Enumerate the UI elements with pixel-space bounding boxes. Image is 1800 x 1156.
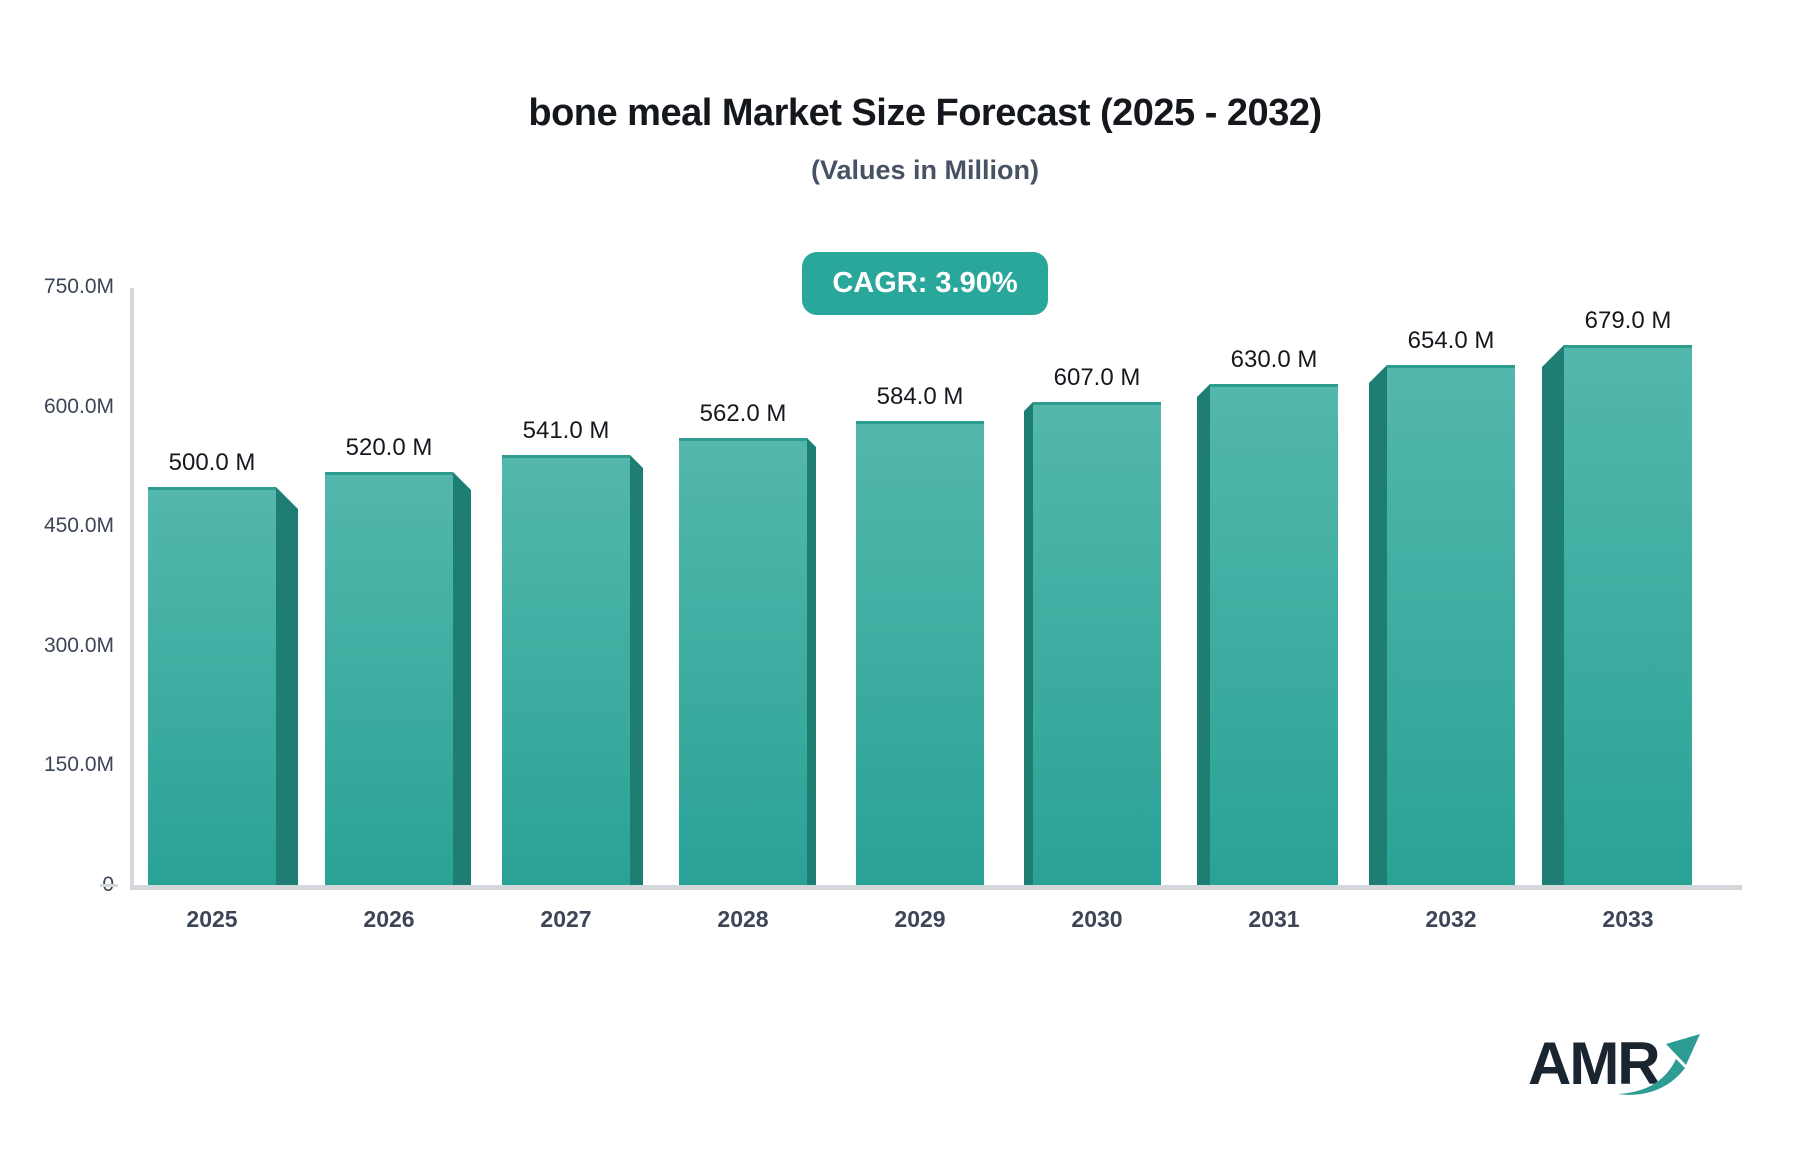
x-axis-label: 2031: [1248, 906, 1300, 932]
bar-value-label: 562.0 M: [699, 400, 787, 427]
x-axis-label: 2027: [540, 906, 592, 932]
bar-side-bevel: [630, 455, 643, 886]
chart-title: bone meal Market Size Forecast (2025 - 2…: [528, 92, 1322, 134]
bar-side-bevel: [453, 472, 471, 886]
bar-value-label: 630.0 M: [1230, 346, 1318, 373]
y-axis-label: 600.0M: [43, 394, 114, 418]
trend-up-arrow-icon: [1618, 1034, 1700, 1095]
x-axis-label: 2030: [1071, 906, 1123, 932]
y-axis-label: 300.0M: [43, 633, 114, 657]
bar-side-bevel: [1197, 384, 1210, 886]
bar-side-bevel: [1024, 402, 1033, 886]
x-axis-label: 2025: [186, 906, 238, 932]
bar-value-label: 654.0 M: [1407, 327, 1495, 354]
bar: [679, 438, 807, 886]
y-axis-label: 450.0M: [43, 514, 114, 538]
bar-value-label: 520.0 M: [345, 434, 433, 461]
bar: [1564, 345, 1692, 886]
chart-subtitle: (Values in Million): [810, 155, 1040, 185]
bar: [856, 421, 984, 886]
y-axis-label: 150.0M: [43, 753, 114, 777]
x-axis-label: 2026: [363, 906, 415, 932]
bar: [148, 487, 276, 886]
cagr-badge: CAGR: 3.90%: [802, 252, 1048, 315]
y-axis-label: 0: [0, 873, 114, 897]
bar: [325, 472, 453, 886]
x-axis-label: 2032: [1425, 906, 1477, 932]
amr-logo-text: AMR: [1528, 1030, 1661, 1097]
bar: [1210, 384, 1338, 886]
x-axis-line: [130, 885, 1742, 890]
zero-tick-mark: [100, 884, 118, 887]
bar: [502, 455, 630, 886]
x-axis-label: 2028: [717, 906, 769, 932]
bar-value-label: 584.0 M: [876, 383, 964, 410]
y-axis-label: 750.0M: [43, 275, 114, 299]
bar: [1033, 402, 1161, 886]
bar-side-bevel: [276, 487, 298, 886]
amr-logo: AMR: [1528, 1034, 1728, 1124]
bar-side-bevel: [807, 438, 816, 886]
bar-value-label: 679.0 M: [1584, 307, 1672, 334]
y-axis-line: [130, 288, 134, 890]
bar-side-bevel: [1369, 365, 1387, 886]
bar-value-label: 500.0 M: [168, 449, 256, 476]
x-axis-label: 2033: [1602, 906, 1654, 932]
bar-side-bevel: [1542, 345, 1564, 886]
cagr-badge-row: CAGR: 3.90%: [50, 252, 1800, 315]
bar-value-label: 541.0 M: [522, 417, 610, 444]
x-axis-label: 2029: [894, 906, 946, 932]
bar: [1387, 365, 1515, 886]
bar-value-label: 607.0 M: [1053, 364, 1141, 391]
